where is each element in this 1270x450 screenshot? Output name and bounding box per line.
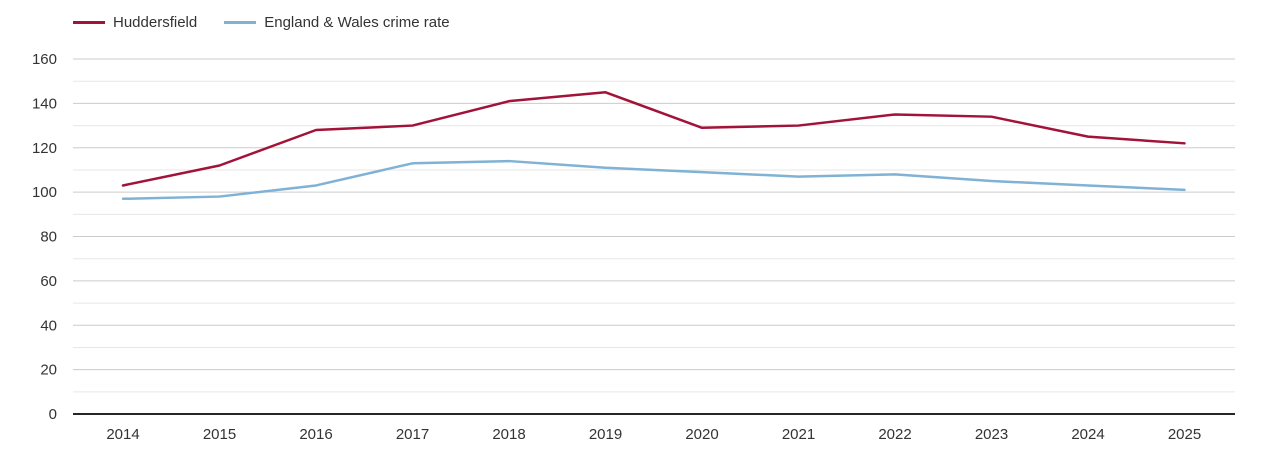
chart-legend: Huddersfield England & Wales crime rate — [73, 13, 450, 32]
y-tick-label: 120 — [32, 140, 57, 157]
x-tick-label: 2016 — [299, 426, 332, 443]
legend-item-huddersfield: Huddersfield — [73, 13, 197, 32]
y-tick-label: 40 — [40, 317, 57, 334]
x-tick-label: 2015 — [203, 426, 236, 443]
x-axis-labels: 2014 2015 2016 2017 2018 2019 2020 2021 2022 2023… — [106, 426, 1201, 443]
x-tick-label: 2017 — [396, 426, 429, 443]
y-tick-label: 140 — [32, 95, 57, 112]
england-wales-line-swatch — [224, 21, 257, 24]
x-tick-label: 2020 — [685, 426, 718, 443]
y-tick-label: 80 — [40, 229, 57, 246]
x-tick-label: 2023 — [975, 426, 1008, 443]
y-tick-label: 60 — [40, 273, 57, 290]
x-tick-label: 2024 — [1071, 426, 1104, 443]
legend-label-huddersfield: Huddersfield — [113, 14, 198, 31]
x-tick-label: 2014 — [106, 426, 139, 443]
x-tick-label: 2025 — [1168, 426, 1201, 443]
legend-label-england-wales: England & Wales crime rate — [264, 14, 450, 31]
x-tick-label: 2021 — [782, 426, 815, 443]
huddersfield-line — [121, 91, 1186, 187]
legend-item-england-wales: England & Wales crime rate — [224, 13, 450, 32]
y-tick-label: 160 — [32, 51, 57, 68]
y-axis-labels: 0 20 40 60 80 100 120 140 160 — [32, 51, 57, 423]
x-tick-label: 2022 — [878, 426, 911, 443]
huddersfield-line-swatch — [73, 21, 105, 24]
x-tick-label: 2018 — [492, 426, 525, 443]
england-wales-line — [121, 159, 1186, 201]
y-tick-label: 20 — [40, 362, 57, 379]
y-tick-label: 100 — [32, 184, 57, 201]
x-tick-label: 2019 — [589, 426, 622, 443]
y-tick-label: 0 — [49, 406, 57, 423]
